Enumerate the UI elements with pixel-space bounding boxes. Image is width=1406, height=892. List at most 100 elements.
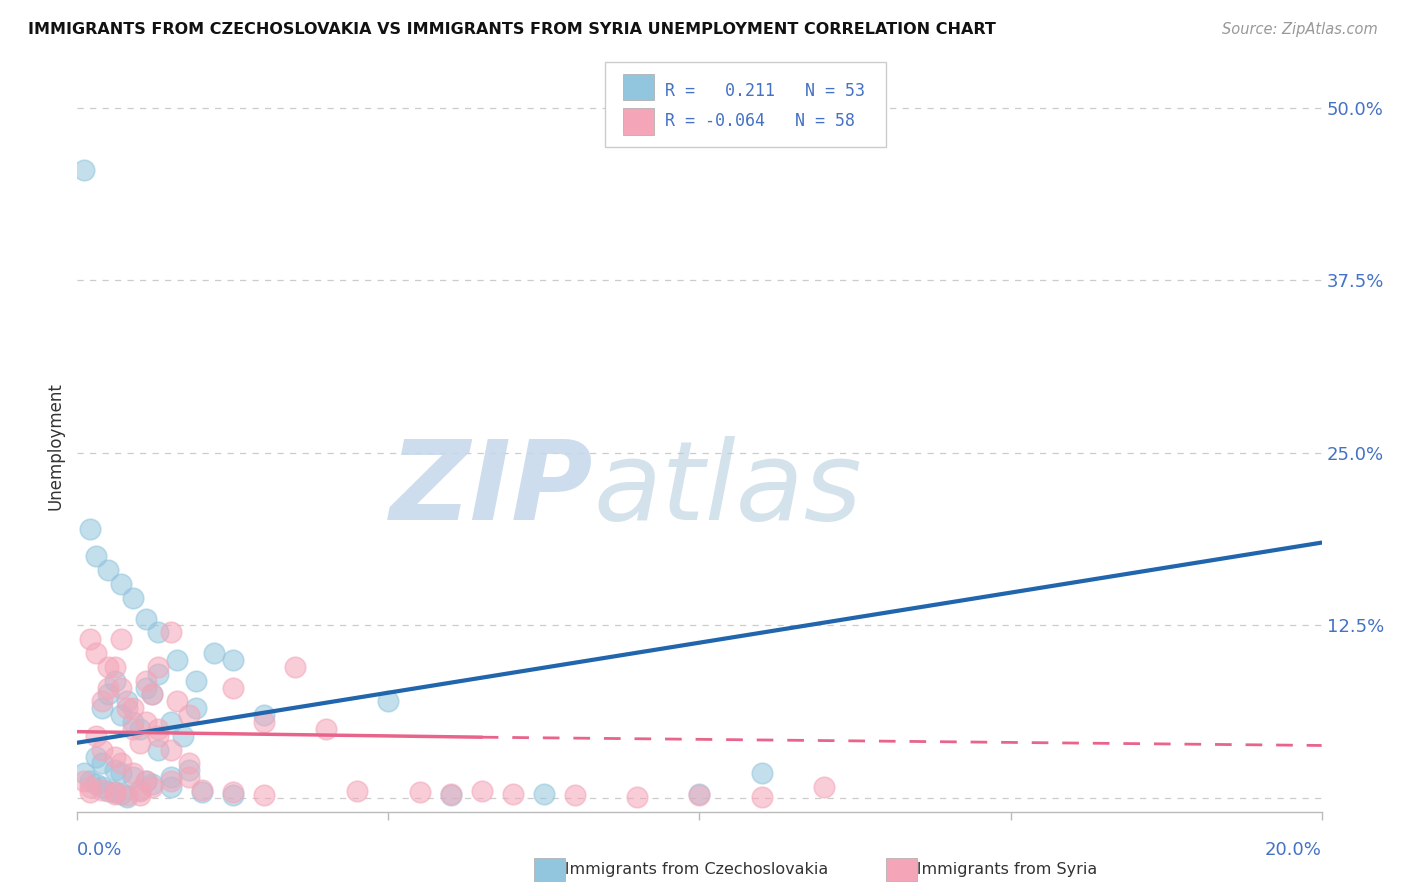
Point <box>222 681 245 695</box>
Point <box>72 163 94 178</box>
Point <box>122 770 145 784</box>
Point <box>191 782 214 797</box>
Point <box>751 789 773 804</box>
Point <box>79 785 101 799</box>
Point <box>72 774 94 789</box>
Point <box>84 646 107 660</box>
Point <box>122 591 145 605</box>
Point <box>110 632 132 647</box>
Point <box>440 787 463 801</box>
Point <box>115 701 138 715</box>
Point <box>84 729 107 743</box>
Point <box>122 701 145 715</box>
Text: ZIP: ZIP <box>391 436 593 543</box>
Point <box>148 742 170 756</box>
Point <box>104 787 127 801</box>
Point <box>689 788 711 802</box>
Point <box>104 785 127 799</box>
Point <box>91 756 114 771</box>
Point <box>72 766 94 780</box>
Point <box>184 701 207 715</box>
Point <box>110 681 132 695</box>
Point <box>104 785 127 799</box>
Text: Immigrants from Syria: Immigrants from Syria <box>886 863 1097 877</box>
Text: R =   0.211   N = 53: R = 0.211 N = 53 <box>665 82 865 100</box>
Point <box>222 653 245 667</box>
Point <box>148 660 170 674</box>
Point <box>184 673 207 688</box>
Point <box>148 729 170 743</box>
Point <box>813 780 835 794</box>
Point <box>97 681 120 695</box>
Point <box>159 742 181 756</box>
Point <box>79 632 101 647</box>
Point <box>179 770 201 784</box>
Point <box>148 625 170 640</box>
Point <box>122 766 145 780</box>
Text: atlas: atlas <box>593 436 862 543</box>
Point <box>104 660 127 674</box>
Text: 0.0%: 0.0% <box>77 841 122 859</box>
Point <box>172 729 194 743</box>
Point <box>222 785 245 799</box>
Point <box>179 708 201 723</box>
Point <box>135 774 157 789</box>
Point <box>122 722 145 736</box>
Point <box>91 780 114 794</box>
Point <box>253 788 276 802</box>
Point <box>253 708 276 723</box>
Point <box>377 694 399 708</box>
Point <box>128 722 150 736</box>
Point <box>135 774 157 789</box>
Point <box>97 784 120 798</box>
Point <box>179 756 201 771</box>
Point <box>104 764 127 778</box>
Text: R = -0.064   N = 58: R = -0.064 N = 58 <box>665 112 855 130</box>
Point <box>408 785 430 799</box>
Point <box>122 714 145 729</box>
Point <box>115 788 138 802</box>
Point <box>91 742 114 756</box>
Point <box>148 666 170 681</box>
Point <box>91 701 114 715</box>
Point <box>104 749 127 764</box>
Point <box>689 787 711 801</box>
Point <box>128 736 150 750</box>
Point <box>141 777 163 791</box>
Point <box>110 577 132 591</box>
Point <box>148 722 170 736</box>
Point <box>141 780 163 794</box>
Point <box>135 681 157 695</box>
Point <box>84 777 107 791</box>
Point <box>135 714 157 729</box>
Point <box>315 722 337 736</box>
Point <box>110 756 132 771</box>
Point <box>159 625 181 640</box>
Point <box>626 789 648 804</box>
Point <box>110 766 132 780</box>
Point <box>91 694 114 708</box>
Point <box>141 687 163 701</box>
Point <box>502 787 524 801</box>
Point <box>79 774 101 789</box>
Point <box>440 788 463 802</box>
Point <box>79 780 101 794</box>
Point <box>104 673 127 688</box>
Point <box>110 708 132 723</box>
Point <box>284 660 307 674</box>
Text: 20.0%: 20.0% <box>1265 841 1322 859</box>
Point <box>84 749 107 764</box>
Point <box>179 764 201 778</box>
Point <box>159 780 181 794</box>
Point <box>471 784 494 798</box>
Point <box>115 694 138 708</box>
Point <box>166 653 188 667</box>
Point <box>159 774 181 789</box>
Point <box>222 788 245 802</box>
Text: IMMIGRANTS FROM CZECHOSLOVAKIA VS IMMIGRANTS FROM SYRIA UNEMPLOYMENT CORRELATION: IMMIGRANTS FROM CZECHOSLOVAKIA VS IMMIGR… <box>28 22 995 37</box>
Point <box>128 784 150 798</box>
Point <box>97 687 120 701</box>
Point <box>128 782 150 797</box>
Point <box>564 788 586 802</box>
Point <box>79 522 101 536</box>
